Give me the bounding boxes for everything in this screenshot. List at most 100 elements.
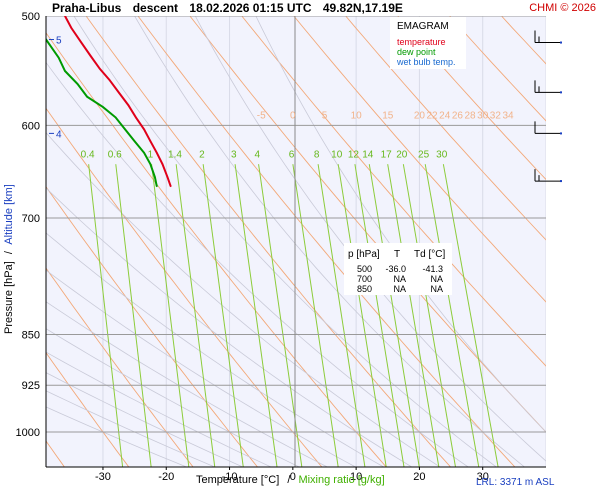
x-axis-separator: /: [287, 474, 291, 486]
mixing-ratio-label: 14: [362, 150, 374, 161]
legend-title: EMAGRAM: [397, 21, 449, 32]
adiabat-label: 28: [464, 110, 476, 121]
series-point: [143, 128, 145, 131]
mixing-ratio-label: 4: [254, 150, 260, 161]
x-axis-title: Temperature [°C] / Mixing ratio [g/kg]: [196, 474, 385, 486]
mixing-ratio-line: [368, 164, 420, 467]
mixing-ratio-label: 1.4: [168, 150, 182, 161]
x-tick-label: -10: [222, 471, 238, 483]
dry-adiabat-line: [345, 16, 546, 241]
series-point: [166, 176, 169, 178]
series-point: [64, 16, 66, 17]
adiabat-label: 5: [322, 110, 328, 121]
adiabat-label: -5: [257, 110, 266, 121]
moist-adiabat-line: [46, 187, 413, 467]
profile-series: [39, 16, 172, 188]
moist-adiabat-line: [46, 351, 272, 467]
adiabat-label: 0: [290, 110, 296, 121]
dry-adiabat-line: [46, 351, 130, 467]
moist-adiabat-line: [46, 328, 300, 467]
y-tick-label: 600: [22, 120, 40, 132]
table-cell: NA: [430, 274, 443, 284]
mixing-ratio-label: 1: [148, 150, 154, 161]
moist-adiabat-line: [46, 301, 328, 467]
series-point: [39, 29, 41, 31]
dry-adiabat-line: [46, 32, 387, 467]
table-cell: NA: [430, 284, 443, 294]
series-point: [127, 104, 130, 106]
x-axis-mix-label: Mixing ratio [g/kg]: [298, 474, 384, 486]
series-point: [118, 91, 120, 94]
series-point: [48, 43, 50, 45]
wind-barb-dot: [560, 91, 562, 94]
mixing-ratio-label: 25: [418, 150, 430, 161]
series-point: [143, 152, 145, 154]
mixing-ratio-line: [402, 164, 456, 467]
mixing-ratio-label: 20: [396, 150, 408, 161]
dry-adiabat-line: [46, 107, 323, 467]
wind-barb: [534, 30, 562, 44]
axis-labels: -30 -20 -10 0 10 20 305006007008509251000540.4…: [16, 11, 515, 483]
adiabat-label: 10: [351, 110, 363, 121]
mixing-ratio-label: 8: [314, 150, 320, 161]
mixing-ratio-line: [387, 164, 440, 467]
dry-adiabat-line: [397, 16, 546, 181]
mixing-ratio-line: [151, 164, 190, 467]
x-tick-label: 10: [350, 471, 362, 483]
y-axis-separator: /: [3, 250, 15, 254]
sounding-coords: 49.82N,17.19E: [323, 1, 403, 15]
table-header-t: T: [394, 249, 400, 260]
y-tick-label: 700: [22, 213, 40, 225]
dry-adiabat-line: [293, 16, 546, 303]
adiabat-label: 30: [477, 110, 489, 121]
adiabat-label: 32: [490, 110, 502, 121]
plot-area: [46, 16, 546, 467]
moist-adiabat-line: [46, 61, 469, 467]
x-tick-label: -30: [95, 471, 111, 483]
mixing-ratio-label: 3: [231, 150, 237, 161]
dry-adiabat-line: [553, 16, 600, 467]
series-point: [135, 116, 137, 119]
moist-adiabat-line: [46, 390, 215, 467]
wind-barb-dot: [560, 41, 562, 44]
dry-adiabat-line: [46, 267, 194, 467]
adiabat-label: 34: [502, 110, 514, 121]
dry-adiabat-line: [46, 185, 258, 467]
legend-item-dew-point: dew point: [397, 47, 436, 57]
x-tick-label: 30: [477, 471, 489, 483]
table-cell: NA: [393, 284, 406, 294]
x-tick-label: 0: [290, 471, 296, 483]
mixing-ratio-line: [354, 164, 405, 467]
y-axis-pressure-label: Pressure [hPa]: [3, 261, 15, 334]
mixing-ratio-line: [202, 164, 244, 467]
mixing-ratio-line: [234, 164, 278, 467]
table-cell: NA: [393, 274, 406, 284]
series-point: [154, 176, 156, 178]
table-cell: 850: [357, 284, 372, 294]
table-header-p: p [hPa]: [348, 249, 380, 260]
table-header-td: Td [°C]: [414, 249, 445, 260]
mixing-ratio-line: [88, 164, 124, 467]
series-point: [124, 128, 126, 131]
dry-adiabat-line: [85, 16, 451, 467]
moist-adiabat-line: [46, 232, 384, 467]
sounding-datetime: 18.02.2026 01:15 UTC: [189, 1, 311, 15]
adiabat-label: 22: [427, 110, 439, 121]
series-point: [76, 83, 79, 85]
station-name: Praha-Libus: [52, 1, 122, 15]
mixing-ratio-line: [115, 164, 152, 467]
mixing-ratio-label: 0.4: [81, 150, 95, 161]
series-point: [114, 116, 117, 119]
x-tick-label: 20: [413, 471, 425, 483]
mixing-ratio-label: 10: [331, 150, 343, 161]
series-point: [108, 78, 111, 81]
y-axis-altitude-label: Altitude [km]: [3, 184, 15, 245]
table-cell: -36.0: [385, 264, 406, 274]
x-axis-temp-label: Temperature [°C]: [196, 474, 279, 486]
series-point: [161, 163, 164, 165]
adiabat-label: 20: [414, 110, 426, 121]
dry-adiabat-line: [449, 16, 546, 122]
moist-adiabat-line: [46, 269, 356, 467]
wind-barbs: [534, 30, 562, 183]
y-tick-label: 925: [22, 380, 40, 392]
